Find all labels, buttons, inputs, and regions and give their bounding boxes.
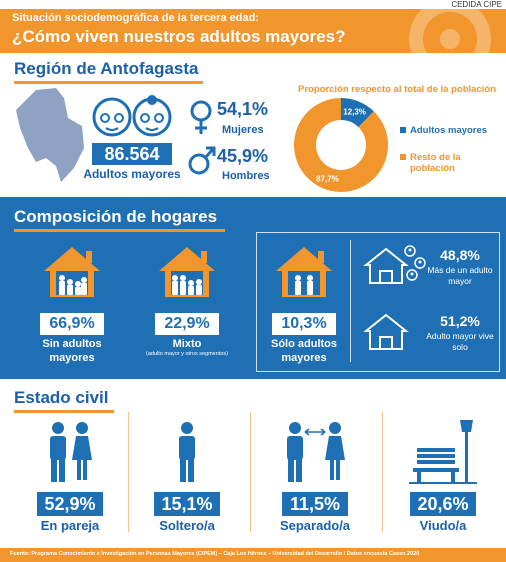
households-title: Composición de hogares xyxy=(14,207,226,232)
civil-icon xyxy=(179,422,195,482)
grandparents-icon xyxy=(92,95,172,137)
women-label: Mujeres xyxy=(222,124,264,136)
solo-value: 48,8% xyxy=(440,247,480,263)
household-label: Mixto xyxy=(172,338,202,350)
male-symbol xyxy=(188,146,216,175)
footer-text: Fuente: Programa Conocimiento e Investig… xyxy=(10,551,420,557)
solo-label: Adulto mayor vive solo xyxy=(426,331,494,352)
header: Situación sociodemográfica de la tercera… xyxy=(0,9,506,53)
civil-divider xyxy=(250,412,251,532)
civil-label: Soltero/a xyxy=(159,518,215,533)
civil-label: Separado/a xyxy=(279,518,351,533)
civil-divider xyxy=(128,412,129,532)
house-icon xyxy=(159,247,215,297)
household-value: 66,9% xyxy=(40,313,104,335)
household-note: (adulto mayor y otros segmentos) xyxy=(146,351,228,357)
women-value: 54,1% xyxy=(217,99,269,119)
solo-value: 51,2% xyxy=(440,313,480,329)
household-value: 22,9% xyxy=(155,313,219,335)
civil-value: 11,5% xyxy=(282,492,348,516)
proportion-title: Proporción respecto al total de la pobla… xyxy=(298,84,496,95)
legend-label: Adultos mayores xyxy=(410,125,488,136)
footer-band: Fuente: Programa Conocimiento e Investig… xyxy=(0,548,506,562)
men-value: 45,9% xyxy=(217,146,269,166)
solo-house-icon xyxy=(363,313,409,350)
donut-label: 87,7% xyxy=(316,174,339,183)
household-label: Sólo adultos mayores xyxy=(271,338,337,364)
legend-swatch xyxy=(400,154,406,160)
civil-value: 20,6% xyxy=(410,492,476,516)
solo-divider xyxy=(350,240,351,362)
household-label: Sin adultos mayores xyxy=(42,338,102,364)
region-map xyxy=(16,88,84,182)
civil-label: Viudo/a xyxy=(419,518,467,533)
civil-divider xyxy=(382,412,383,532)
total-label: Adultos mayores xyxy=(83,167,181,181)
region-title: Región de Antofagasta xyxy=(14,59,203,84)
legend-label: Resto de la población xyxy=(410,152,461,174)
donut-label: 12,3% xyxy=(343,108,366,117)
solo-label: Más de un adulto mayor xyxy=(427,265,493,286)
donut-chart: 12,3% 87,7% xyxy=(294,98,388,192)
legend-swatch xyxy=(400,127,406,133)
civil-value: 15,1% xyxy=(154,492,220,516)
total-value: 86.564 xyxy=(92,143,172,165)
female-symbol xyxy=(190,100,212,134)
civil-icon xyxy=(287,422,345,482)
house-icon xyxy=(276,247,332,297)
donut-segment xyxy=(294,98,388,192)
household-value: 10,3% xyxy=(272,313,336,335)
civil-value: 52,9% xyxy=(37,492,103,516)
civil-icon xyxy=(409,420,477,484)
donut-segment xyxy=(340,98,374,128)
house-icon xyxy=(44,247,100,297)
source-tag: CEDIDA CIPE xyxy=(451,0,502,9)
header-line1: Situación sociodemográfica de la tercera… xyxy=(12,12,259,24)
solo-box xyxy=(256,232,500,372)
civil-title: Estado civil xyxy=(14,388,115,413)
header-decoration xyxy=(409,9,491,53)
header-line2: ¿Cómo viven nuestros adultos mayores? xyxy=(12,27,346,46)
civil-icon xyxy=(50,422,92,482)
solo-house-icon xyxy=(363,245,426,284)
men-label: Hombres xyxy=(222,170,270,182)
civil-label: En pareja xyxy=(40,518,100,533)
